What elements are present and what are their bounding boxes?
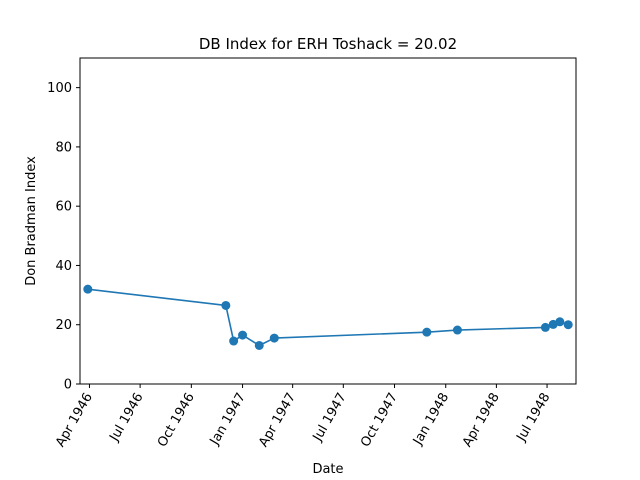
data-point bbox=[254, 340, 264, 350]
y-tick-label: 100 bbox=[47, 81, 72, 96]
data-point bbox=[452, 325, 462, 335]
plot-frame bbox=[79, 57, 577, 385]
data-point bbox=[540, 322, 550, 332]
y-tick-label: 40 bbox=[55, 259, 72, 274]
y-axis: 0 20 40 60 80 100 bbox=[47, 81, 80, 393]
chart-title: DB Index for ERH Toshack = 20.02 bbox=[199, 35, 457, 53]
y-tick-label: 0 bbox=[64, 378, 72, 393]
data-point bbox=[563, 320, 573, 330]
y-tick-label: 20 bbox=[55, 318, 72, 333]
x-axis-label: Date bbox=[312, 462, 343, 477]
data-point bbox=[269, 333, 279, 343]
y-axis-label: Don Bradman Index bbox=[24, 156, 39, 286]
data-point bbox=[555, 317, 565, 327]
data-series bbox=[83, 284, 573, 350]
y-tick-label: 60 bbox=[55, 200, 72, 215]
data-point bbox=[229, 336, 239, 346]
data-point bbox=[221, 300, 231, 310]
data-point bbox=[422, 327, 432, 337]
data-point bbox=[238, 330, 248, 340]
y-tick-label: 80 bbox=[55, 140, 72, 155]
data-point bbox=[83, 284, 93, 294]
